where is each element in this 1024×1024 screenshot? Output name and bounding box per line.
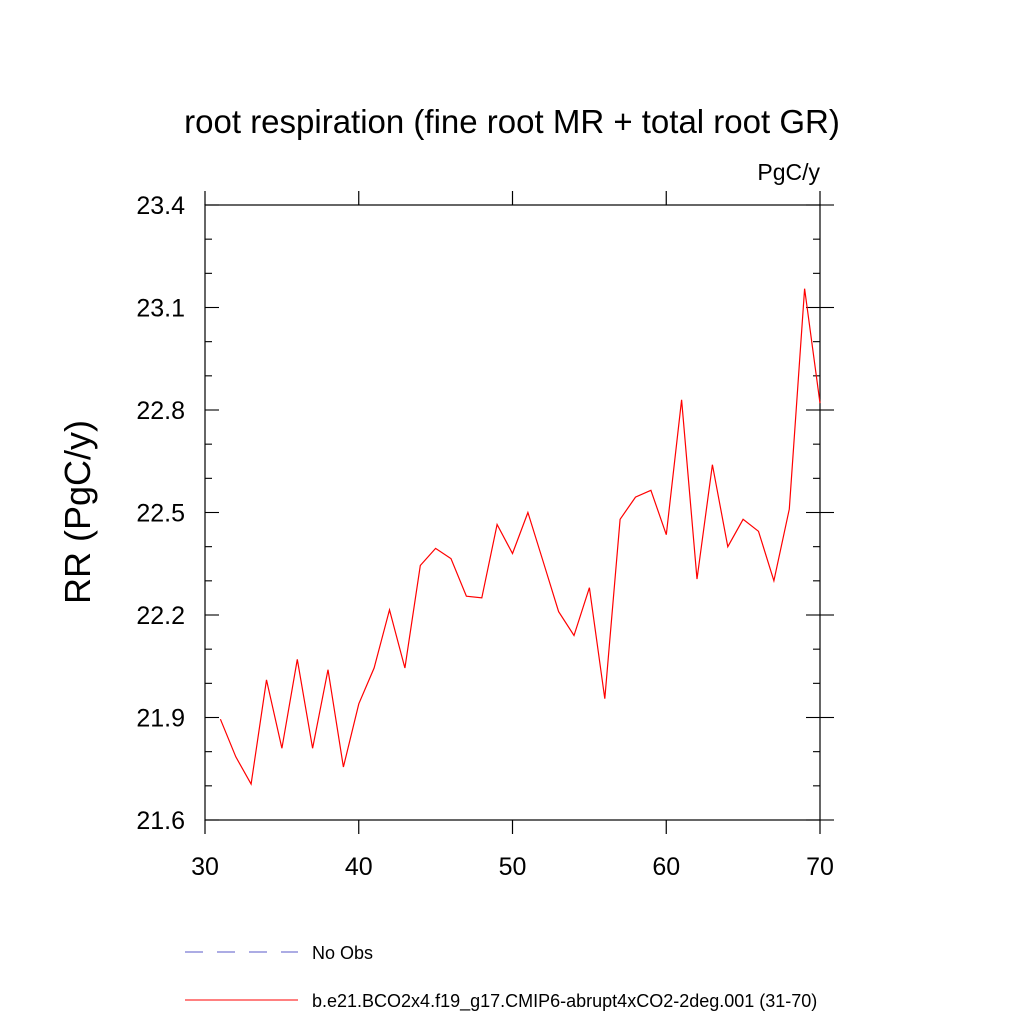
x-tick-label: 40: [345, 853, 373, 881]
y-tick-label: 21.6: [136, 807, 185, 835]
y-tick-label: 22.2: [136, 602, 185, 630]
y-axis-label: RR (PgC/y): [57, 420, 98, 604]
y-tick-label: 22.8: [136, 397, 185, 425]
units-label: PgC/y: [757, 159, 820, 185]
x-tick-label: 70: [806, 853, 834, 881]
y-tick-label: 21.9: [136, 705, 185, 733]
chart-title: root respiration (fine root MR + total r…: [184, 103, 840, 140]
y-tick-label: 23.4: [136, 192, 185, 220]
x-tick-label: 30: [191, 853, 219, 881]
legend-label: b.e21.BCO2x4.f19_g17.CMIP6-abrupt4xCO2-2…: [312, 991, 817, 1012]
axes: 30 40 50 60 70 21.6 21.9 22.2 22.5 22.8 23.1 23.4: [136, 191, 834, 881]
x-tick-label: 50: [499, 853, 527, 881]
series-layer: [219, 288, 821, 786]
x-tick-label: 60: [652, 853, 680, 881]
y-tick-label: 23.1: [136, 295, 185, 323]
series-line: [219, 288, 821, 786]
legend: No Obs b.e21.BCO2x4.f19_g17.CMIP6-abrupt4…: [185, 943, 817, 1012]
y-tick-label: 22.5: [136, 500, 185, 528]
plot-frame: [204, 204, 821, 821]
legend-label: No Obs: [312, 943, 373, 963]
